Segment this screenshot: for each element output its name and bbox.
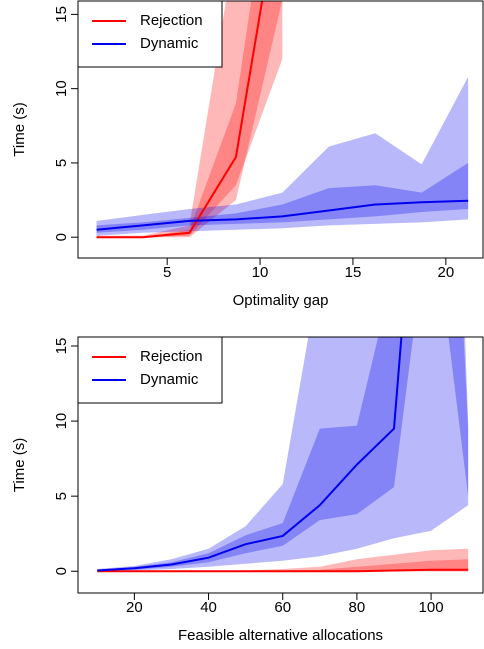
x-tick-label: 20 [126, 599, 143, 616]
plot-frame [77, 0, 484, 259]
band [96, 162, 469, 233]
y-tick-label: 0 [53, 567, 70, 575]
line [96, 199, 469, 231]
y-axis-label: Time (s) [11, 102, 28, 156]
x-tick-label: 15 [345, 264, 362, 281]
legend-box [77, 0, 223, 68]
x-tick-label: 10 [252, 264, 269, 281]
y-tick-label: 10 [53, 413, 70, 430]
legend-box [77, 336, 223, 404]
x-tick-label: 80 [349, 599, 366, 616]
legend: Rejection Dynamic [77, 0, 223, 68]
plot-frame [77, 336, 484, 594]
legend-label: Rejection [140, 348, 203, 365]
panel: 20 40 60 80 100 0 5 10 15 Time (s) Feasible altern… [11, 336, 484, 644]
y-tick-label: 0 [53, 233, 70, 241]
legend-label: Dynamic [140, 35, 199, 52]
plot-area [97, 337, 469, 573]
band [97, 337, 469, 572]
y-tick-label: 5 [53, 159, 70, 167]
x-tick-label: 20 [438, 264, 455, 281]
x-tick-label: 5 [163, 264, 171, 281]
legend: Rejection Dynamic [77, 336, 223, 404]
y-tick-label: 10 [53, 80, 70, 97]
line [97, 568, 469, 573]
legend-label: Rejection [140, 12, 203, 29]
panel: 5 10 15 20 0 5 10 15 Time (s) Optimality gap Rejec… [11, 0, 484, 309]
line [97, 337, 403, 572]
band [97, 559, 469, 572]
legend-label: Dynamic [140, 371, 199, 388]
y-tick-label: 15 [53, 338, 70, 355]
band [96, 76, 469, 236]
y-tick-label: 15 [53, 6, 70, 23]
x-tick-label: 40 [200, 599, 217, 616]
x-tick-label: 100 [419, 599, 444, 616]
band [97, 337, 469, 571]
line [96, 1, 264, 239]
band [96, 1, 283, 238]
x-tick-label: 60 [274, 599, 291, 616]
x-axis-label: Feasible alternative allocations [178, 627, 383, 644]
x-axis-label: Optimality gap [233, 292, 329, 309]
band [96, 1, 283, 238]
band [97, 548, 469, 572]
y-axis-label: Time (s) [11, 438, 28, 492]
plot-area [96, 1, 469, 239]
y-tick-label: 5 [53, 492, 70, 500]
